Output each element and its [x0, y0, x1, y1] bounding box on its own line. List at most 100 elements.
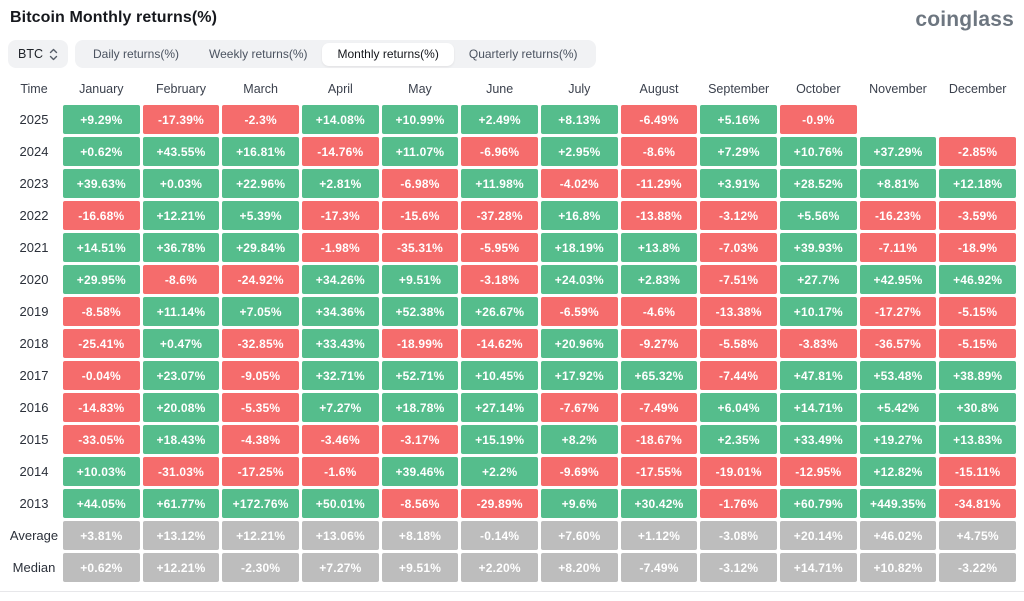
return-cell-average-april: +13.06% — [301, 521, 379, 550]
return-cell-median-july: +8.20% — [540, 553, 618, 582]
return-cell-2023-august: -11.29% — [620, 169, 698, 198]
return-cell-2025-december — [939, 105, 1016, 134]
return-cell-2018-september: -5.58% — [700, 329, 777, 358]
return-cell-2022-august: -13.88% — [620, 201, 698, 230]
return-cell-average-august: +1.12% — [620, 521, 698, 550]
column-header-may: May — [408, 81, 432, 96]
return-cell-median-january: +0.62% — [63, 553, 140, 582]
return-cell-2025-march: -2.3% — [222, 105, 299, 134]
return-cell-2013-november: +449.35% — [859, 489, 937, 518]
return-cell-2024-august: -8.6% — [620, 137, 698, 166]
return-cell-2016-april: +7.27% — [301, 393, 379, 422]
return-cell-2025-september: +5.16% — [700, 105, 777, 134]
return-cell-2014-june: +2.2% — [461, 457, 538, 486]
return-cell-2023-march: +22.96% — [222, 169, 299, 198]
row-label-average: Average — [9, 528, 59, 543]
return-cell-2022-july: +16.8% — [540, 201, 618, 230]
return-cell-2017-july: +17.92% — [540, 361, 618, 390]
return-cell-2015-june: +15.19% — [461, 425, 538, 454]
row-label-2017: 2017 — [19, 368, 49, 383]
tab-quarterly[interactable]: Quarterly returns(%) — [454, 43, 593, 66]
column-header-october: October — [796, 81, 841, 96]
return-cell-2018-april: +33.43% — [301, 329, 379, 358]
return-cell-2017-october: +47.81% — [779, 361, 857, 390]
return-cell-2019-february: +11.14% — [142, 297, 220, 326]
return-cell-2020-may: +9.51% — [381, 265, 459, 294]
return-cell-2019-october: +10.17% — [779, 297, 857, 326]
return-cell-2018-july: +20.96% — [540, 329, 618, 358]
return-cell-2014-march: -17.25% — [222, 457, 299, 486]
return-cell-average-may: +8.18% — [381, 521, 459, 550]
return-cell-2013-february: +61.77% — [142, 489, 220, 518]
return-cell-2019-june: +26.67% — [461, 297, 538, 326]
row-label-2014: 2014 — [19, 464, 49, 479]
return-cell-2014-january: +10.03% — [63, 457, 140, 486]
return-cell-2016-december: +30.8% — [939, 393, 1016, 422]
return-cell-2021-december: -18.9% — [939, 233, 1016, 262]
row-label-2023: 2023 — [19, 176, 49, 191]
return-cell-2021-august: +13.8% — [620, 233, 698, 262]
coinglass-logo[interactable]: coinglass — [915, 8, 1014, 31]
return-cell-2024-february: +43.55% — [142, 137, 220, 166]
return-cell-2024-june: -6.96% — [461, 137, 538, 166]
column-header-january: January — [79, 81, 124, 96]
return-cell-2019-december: -5.15% — [939, 297, 1016, 326]
return-cell-2013-june: -29.89% — [461, 489, 538, 518]
return-cell-2022-june: -37.28% — [461, 201, 538, 230]
return-cell-2024-march: +16.81% — [222, 137, 299, 166]
return-cell-average-january: +3.81% — [63, 521, 140, 550]
return-cell-2015-october: +33.49% — [779, 425, 857, 454]
return-cell-average-march: +12.21% — [222, 521, 299, 550]
return-cell-2016-june: +27.14% — [461, 393, 538, 422]
column-header-november: November — [869, 81, 927, 96]
return-cell-2023-july: -4.02% — [540, 169, 618, 198]
return-cell-2023-january: +39.63% — [63, 169, 140, 198]
tab-monthly[interactable]: Monthly returns(%) — [322, 42, 454, 66]
return-cell-2016-march: -5.35% — [222, 393, 299, 422]
return-cell-average-september: -3.08% — [700, 521, 777, 550]
return-cell-2016-may: +18.78% — [381, 393, 459, 422]
tab-daily[interactable]: Daily returns(%) — [78, 43, 194, 66]
return-cell-2019-april: +34.36% — [301, 297, 379, 326]
column-header-april: April — [327, 81, 353, 96]
return-cell-2023-april: +2.81% — [301, 169, 379, 198]
return-cell-median-september: -3.12% — [700, 553, 777, 582]
return-cell-2018-november: -36.57% — [859, 329, 937, 358]
return-cell-2023-november: +8.81% — [859, 169, 937, 198]
row-label-2013: 2013 — [19, 496, 49, 511]
return-cell-2024-july: +2.95% — [540, 137, 618, 166]
return-cell-2021-april: -1.98% — [301, 233, 379, 262]
return-cell-2022-february: +12.21% — [142, 201, 220, 230]
return-cell-2022-december: -3.59% — [939, 201, 1016, 230]
return-cell-2013-october: +60.79% — [779, 489, 857, 518]
return-cell-average-february: +13.12% — [142, 521, 220, 550]
return-cell-2016-july: -7.67% — [540, 393, 618, 422]
row-label-2024: 2024 — [19, 144, 49, 159]
return-cell-2025-november — [860, 105, 937, 134]
return-cell-2025-july: +8.13% — [540, 105, 618, 134]
return-cell-2014-november: +12.82% — [859, 457, 937, 486]
tab-weekly[interactable]: Weekly returns(%) — [194, 43, 322, 66]
symbol-selector[interactable]: BTC — [8, 40, 68, 68]
return-cell-2018-march: -32.85% — [222, 329, 299, 358]
return-cell-2025-april: +14.08% — [301, 105, 379, 134]
return-cell-2013-april: +50.01% — [301, 489, 379, 518]
return-cell-2025-august: -6.49% — [620, 105, 698, 134]
return-cell-2023-february: +0.03% — [142, 169, 220, 198]
return-cell-2017-november: +53.48% — [859, 361, 937, 390]
return-cell-median-april: +7.27% — [301, 553, 379, 582]
return-cell-average-july: +7.60% — [540, 521, 618, 550]
return-cell-2022-april: -17.3% — [301, 201, 379, 230]
return-cell-2016-january: -14.83% — [63, 393, 140, 422]
symbol-selector-label: BTC — [18, 47, 43, 61]
row-label-2019: 2019 — [19, 304, 49, 319]
return-cell-2013-december: -34.81% — [939, 489, 1016, 518]
row-label-2025: 2025 — [19, 112, 49, 127]
up-down-chevron-icon — [49, 48, 58, 60]
return-cell-2020-february: -8.6% — [142, 265, 220, 294]
returns-tabs: Daily returns(%) Weekly returns(%) Monthly… — [75, 40, 596, 68]
return-cell-2018-august: -9.27% — [620, 329, 698, 358]
return-cell-2018-may: -18.99% — [381, 329, 459, 358]
return-cell-median-may: +9.51% — [381, 553, 459, 582]
return-cell-2018-june: -14.62% — [461, 329, 538, 358]
